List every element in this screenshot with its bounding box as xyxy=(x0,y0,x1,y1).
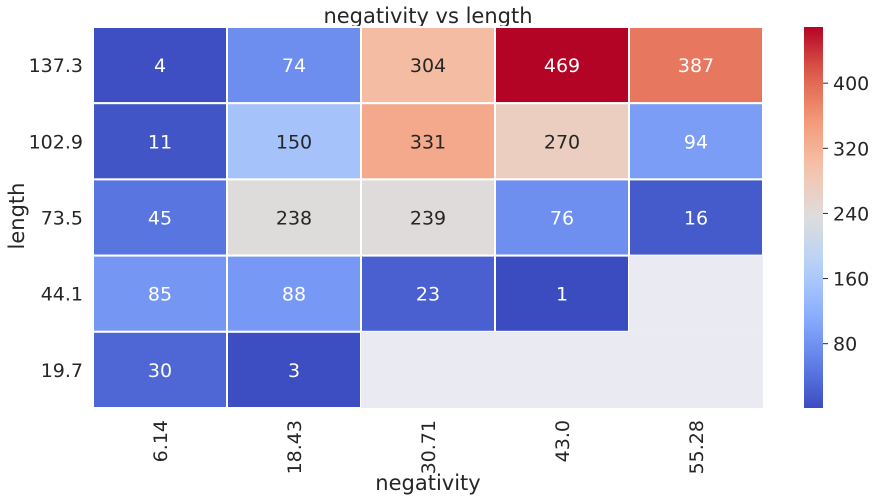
cell-value-label: 4 xyxy=(154,55,166,77)
colorbar-tick-label: 400 xyxy=(833,73,869,95)
cell-value-label: 45 xyxy=(148,208,172,230)
heatmap-cell xyxy=(495,331,629,408)
cell-value-label: 469 xyxy=(544,55,580,77)
cell-value-label: 270 xyxy=(544,131,580,153)
cell-value-label: 239 xyxy=(410,208,446,230)
heatmap-cell xyxy=(226,178,362,257)
y-tick-labels: 137.3 102.9 73.5 44.1 19.7 xyxy=(29,55,83,382)
x-tick-label: 55.28 xyxy=(686,420,708,474)
cell-value-label: 85 xyxy=(148,284,172,306)
colorbar-tick-label: 320 xyxy=(833,138,869,160)
x-tick-label: 43.0 xyxy=(552,420,574,462)
heatmap-cell xyxy=(360,26,496,105)
cell-value-label: 94 xyxy=(684,131,708,153)
heatmap-cell xyxy=(92,26,228,105)
heatmap-cells xyxy=(92,26,764,409)
chart-title: negativity vs length xyxy=(323,4,532,28)
x-tick-label: 18.43 xyxy=(284,420,306,474)
heatmap-cell xyxy=(629,331,763,408)
colorbar-tick-label: 160 xyxy=(833,269,869,291)
colorbar-tick-label: 240 xyxy=(833,203,869,225)
cell-value-label: 150 xyxy=(276,131,312,153)
heatmap-cell-labels: 4 74 304 469 387 11 150 331 270 94 45 238 239 76 16 85 8… xyxy=(148,55,714,382)
heatmap-cell xyxy=(628,178,764,257)
cell-value-label: 23 xyxy=(416,284,440,306)
cell-value-label: 1 xyxy=(556,284,568,306)
heatmap-cell xyxy=(92,254,228,333)
heatmap-cell xyxy=(628,102,764,181)
heatmap-cell xyxy=(361,331,495,408)
heatmap-cell xyxy=(629,255,763,332)
x-axis-label: negativity xyxy=(375,471,480,495)
colorbar-tick-label: 80 xyxy=(833,334,857,356)
y-tick-label: 19.7 xyxy=(41,360,83,382)
colorbar-ticks: 400 320 240 160 80 xyxy=(823,73,869,356)
heatmap-cell xyxy=(226,330,362,409)
cell-value-label: 387 xyxy=(678,55,714,77)
heatmap-cell xyxy=(494,178,630,257)
cell-value-label: 304 xyxy=(410,55,446,77)
y-tick-label: 102.9 xyxy=(29,131,83,153)
heatmap-cell xyxy=(494,254,630,333)
cell-value-label: 88 xyxy=(282,284,306,306)
heatmap-cell xyxy=(226,254,362,333)
x-tick-labels: 6.14 18.43 30.71 43.0 55.28 xyxy=(150,420,708,474)
cell-value-label: 238 xyxy=(276,208,312,230)
heatmap-cell xyxy=(360,254,496,333)
y-tick-label: 44.1 xyxy=(41,284,83,306)
cell-value-label: 11 xyxy=(148,131,172,153)
y-axis-label: length xyxy=(5,183,29,250)
cell-value-label: 30 xyxy=(148,360,172,382)
x-tick-label: 6.14 xyxy=(150,420,172,462)
cell-value-label: 331 xyxy=(410,131,446,153)
cell-value-label: 3 xyxy=(288,360,300,382)
x-tick-label: 30.71 xyxy=(418,420,440,474)
cell-value-label: 16 xyxy=(684,208,708,230)
heatmap-cell xyxy=(92,102,228,181)
colorbar xyxy=(804,27,823,408)
cell-value-label: 76 xyxy=(550,208,574,230)
y-tick-label: 137.3 xyxy=(29,55,83,77)
cell-value-label: 74 xyxy=(282,55,306,77)
heatmap-cell xyxy=(360,102,496,181)
heatmap-cell xyxy=(226,26,362,105)
y-tick-label: 73.5 xyxy=(41,208,83,230)
